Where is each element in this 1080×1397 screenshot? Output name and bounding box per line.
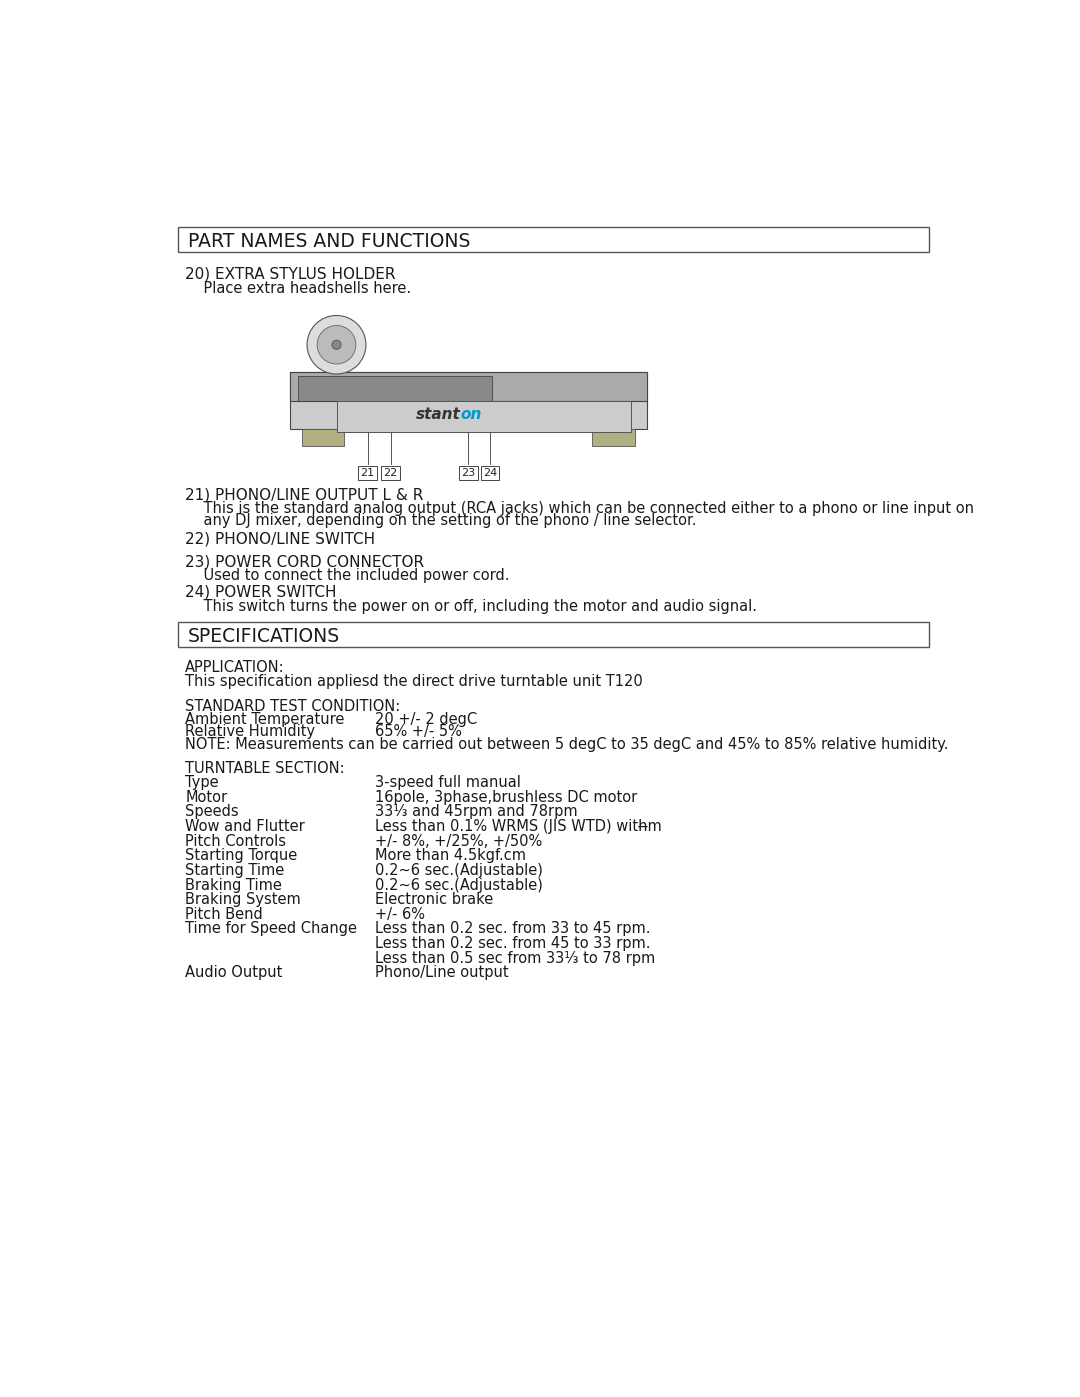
- Text: stant: stant: [416, 408, 460, 422]
- Bar: [301, 429, 345, 447]
- Text: This specification appliesd the direct drive turntable unit T120: This specification appliesd the direct d…: [186, 673, 643, 689]
- Circle shape: [332, 339, 341, 349]
- Text: 21: 21: [361, 468, 375, 478]
- Text: 23) POWER CORD CONNECTOR: 23) POWER CORD CONNECTOR: [186, 555, 424, 569]
- Bar: [337, 401, 631, 432]
- Text: Used to connect the included power cord.: Used to connect the included power cord.: [186, 569, 510, 583]
- Text: Time for Speed Change: Time for Speed Change: [186, 922, 357, 936]
- Circle shape: [307, 316, 366, 374]
- Circle shape: [442, 405, 448, 412]
- Text: 24: 24: [483, 468, 497, 478]
- Text: APPLICATION:: APPLICATION:: [186, 661, 285, 675]
- Text: 22) PHONO/LINE SWITCH: 22) PHONO/LINE SWITCH: [186, 531, 376, 546]
- Bar: [291, 372, 647, 429]
- Text: Braking System: Braking System: [186, 893, 301, 907]
- Text: 22: 22: [383, 468, 397, 478]
- Text: 23: 23: [461, 468, 475, 478]
- Text: 20 +/- 2 degC: 20 +/- 2 degC: [375, 712, 477, 726]
- Text: Pitch Bend: Pitch Bend: [186, 907, 264, 922]
- Text: Braking Time: Braking Time: [186, 877, 282, 893]
- Text: Starting Time: Starting Time: [186, 863, 285, 877]
- Circle shape: [388, 405, 394, 412]
- Text: Less than 0.2 sec. from 45 to 33 rpm.: Less than 0.2 sec. from 45 to 33 rpm.: [375, 936, 651, 951]
- Bar: [459, 467, 477, 481]
- Text: Ambient Temperature: Ambient Temperature: [186, 712, 345, 726]
- Text: any DJ mixer, depending on the setting of the phono / line selector.: any DJ mixer, depending on the setting o…: [186, 513, 697, 528]
- Text: Electronic brake: Electronic brake: [375, 893, 494, 907]
- Bar: [433, 405, 472, 420]
- Text: NOTE: Measurements can be carried out between 5 degC to 35 degC and 45% to 85% r: NOTE: Measurements can be carried out be…: [186, 736, 949, 752]
- Text: SPECIFICATIONS: SPECIFICATIONS: [188, 627, 340, 647]
- Bar: [381, 467, 400, 481]
- Text: Less than 0.5 sec from 33⅓ to 78 rpm: Less than 0.5 sec from 33⅓ to 78 rpm: [375, 951, 656, 965]
- Text: Place extra headshells here.: Place extra headshells here.: [186, 281, 411, 296]
- Text: Pitch Controls: Pitch Controls: [186, 834, 286, 849]
- Text: +/- 8%, +/25%, +/50%: +/- 8%, +/25%, +/50%: [375, 834, 542, 849]
- Text: 21) PHONO/LINE OUTPUT L & R: 21) PHONO/LINE OUTPUT L & R: [186, 488, 423, 502]
- Circle shape: [458, 405, 463, 412]
- Text: Phono/Line output: Phono/Line output: [375, 965, 509, 981]
- Text: on: on: [460, 408, 482, 422]
- Text: This switch turns the power on or off, including the motor and audio signal.: This switch turns the power on or off, i…: [186, 599, 757, 613]
- Text: Starting Torque: Starting Torque: [186, 848, 298, 863]
- Bar: [592, 429, 635, 447]
- Text: Motor: Motor: [186, 789, 228, 805]
- Text: More than 4.5kgf.cm: More than 4.5kgf.cm: [375, 848, 526, 863]
- Bar: [291, 372, 647, 401]
- Text: 0.2~6 sec.(Adjustable): 0.2~6 sec.(Adjustable): [375, 877, 543, 893]
- Text: 24) POWER SWITCH: 24) POWER SWITCH: [186, 585, 337, 599]
- Text: Speeds: Speeds: [186, 805, 239, 820]
- Bar: [481, 467, 499, 481]
- Circle shape: [407, 405, 414, 412]
- Bar: [177, 226, 930, 253]
- Text: Wow and Flutter: Wow and Flutter: [186, 819, 306, 834]
- Text: 33⅓ and 45rpm and 78rpm: 33⅓ and 45rpm and 78rpm: [375, 805, 578, 820]
- Text: TURNTABLE SECTION:: TURNTABLE SECTION:: [186, 760, 345, 775]
- Text: 16pole, 3phase,brushless DC motor: 16pole, 3phase,brushless DC motor: [375, 789, 637, 805]
- Bar: [298, 376, 491, 401]
- Text: Relative Humidity: Relative Humidity: [186, 725, 315, 739]
- Bar: [177, 622, 930, 647]
- Text: This is the standard analog output (RCA jacks) which can be connected either to : This is the standard analog output (RCA …: [186, 502, 974, 515]
- Text: Less than 0.1% WRMS (JIS WTD) with̶̶̶̶̶̶̶̶m: Less than 0.1% WRMS (JIS WTD) with̶̶̶̶̶̶…: [375, 819, 662, 834]
- Text: 3-speed full manual: 3-speed full manual: [375, 775, 522, 791]
- Text: Audio Output: Audio Output: [186, 965, 283, 981]
- Text: Less than 0.2 sec. from 33 to 45 rpm.: Less than 0.2 sec. from 33 to 45 rpm.: [375, 922, 651, 936]
- Text: STANDARD TEST CONDITION:: STANDARD TEST CONDITION:: [186, 698, 401, 714]
- Text: 20) EXTRA STYLUS HOLDER: 20) EXTRA STYLUS HOLDER: [186, 267, 396, 281]
- Text: PART NAMES AND FUNCTIONS: PART NAMES AND FUNCTIONS: [188, 232, 470, 251]
- Bar: [359, 467, 377, 481]
- Text: +/- 6%: +/- 6%: [375, 907, 426, 922]
- Text: 0.2~6 sec.(Adjustable): 0.2~6 sec.(Adjustable): [375, 863, 543, 877]
- Text: 65% +/- 5%: 65% +/- 5%: [375, 725, 462, 739]
- Circle shape: [318, 326, 356, 365]
- Text: Type: Type: [186, 775, 219, 791]
